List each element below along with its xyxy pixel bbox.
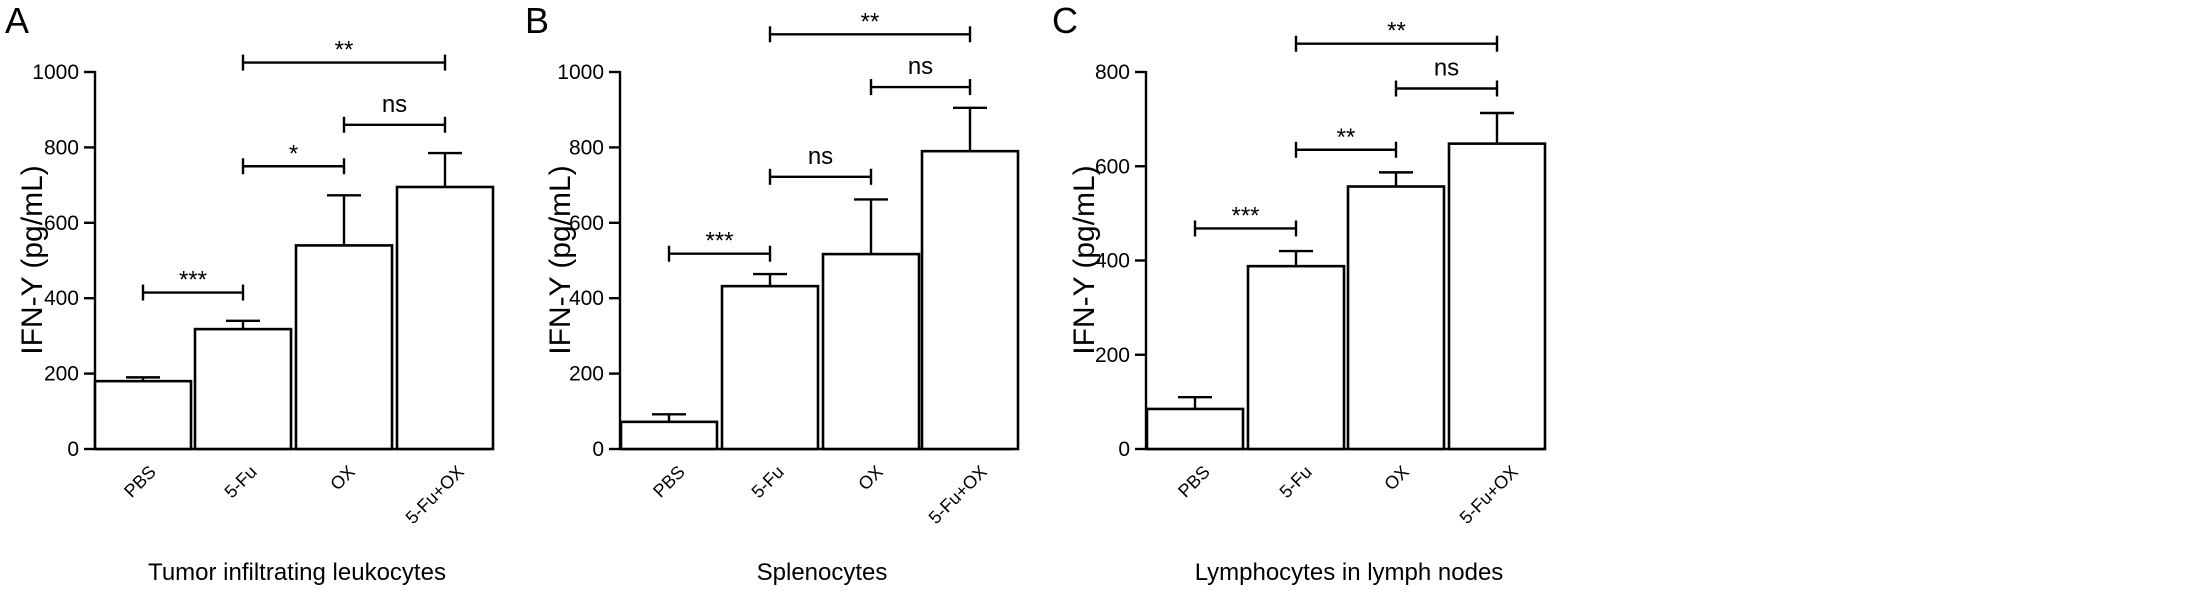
x-tick-label: OX xyxy=(1380,462,1413,495)
significance-bracket: *** xyxy=(1193,202,1298,237)
x-axis-title: Splenocytes xyxy=(757,559,888,586)
significance-bracket: * xyxy=(241,140,346,175)
bar-pbs xyxy=(619,420,719,451)
panel-letter: A xyxy=(5,0,29,41)
bar-5-fu-ox xyxy=(395,185,495,451)
chart-panel-a: A 0 200 400 600 800 1000 IFN-Y (pg/mL) PBS 5-Fu OX… xyxy=(5,0,495,586)
significance-label: ** xyxy=(1387,18,1406,45)
y-axis-title: IFN-Y (pg/mL) xyxy=(16,165,49,354)
significance-bracket: ns xyxy=(869,53,972,96)
significance-label: ns xyxy=(908,53,933,80)
y-tick-label: 1000 xyxy=(32,61,79,84)
significance-label: ns xyxy=(1434,54,1459,81)
significance-bracket: ** xyxy=(768,8,972,43)
significance-label: ns xyxy=(808,143,833,170)
x-tick-label: 5-Fu xyxy=(221,462,261,502)
significance-bracket: ns xyxy=(342,91,447,133)
y-tick-label: 200 xyxy=(1095,344,1130,367)
bar-ox xyxy=(294,244,394,451)
significance-label: ** xyxy=(1337,124,1356,151)
panel-letter: C xyxy=(1052,0,1078,41)
y-tick-label: 0 xyxy=(67,438,79,461)
y-tick-label: 200 xyxy=(44,363,79,386)
y-tick-label: 600 xyxy=(1095,155,1130,178)
y-tick-label: 0 xyxy=(592,438,604,461)
significance-bracket: ns xyxy=(1394,54,1499,97)
y-axis-title: IFN-Y (pg/mL) xyxy=(1068,165,1101,354)
bar-5-fu-ox xyxy=(1447,142,1547,451)
y-tick-label: 800 xyxy=(44,136,79,159)
chart-panel-c: C 0 200 400 600 800 IFN-Y (pg/mL) PBS 5-Fu OX 5-Fu… xyxy=(1052,0,1547,586)
bar-pbs xyxy=(93,379,193,451)
x-tick-label: PBS xyxy=(649,462,689,502)
y-tick-label: 1000 xyxy=(557,61,604,84)
x-axis-title: Lymphocytes in lymph nodes xyxy=(1195,559,1504,586)
x-tick-label: 5-Fu+OX xyxy=(1456,462,1522,528)
x-tick-label: 5-Fu xyxy=(748,462,788,502)
significance-bracket: ** xyxy=(1294,18,1499,52)
y-tick-label: 400 xyxy=(569,287,604,310)
y-tick-label: 400 xyxy=(44,287,79,310)
significance-bracket: ** xyxy=(241,37,447,71)
x-tick-label: OX xyxy=(854,462,887,495)
x-tick-label: 5-Fu xyxy=(1276,462,1316,502)
x-tick-label: 5-Fu+OX xyxy=(925,462,991,528)
bar-5-fu xyxy=(193,327,293,451)
significance-label: ** xyxy=(861,8,880,35)
y-tick-label: 200 xyxy=(569,363,604,386)
y-tick-label: 400 xyxy=(1095,250,1130,273)
y-axis-title: IFN-Y (pg/mL) xyxy=(544,165,577,354)
bar-5-fu-ox xyxy=(920,149,1020,451)
panel-letter: B xyxy=(525,0,549,41)
y-tick-label: 800 xyxy=(1095,61,1130,84)
significance-label: ** xyxy=(335,37,354,64)
significance-bracket: *** xyxy=(141,267,245,301)
x-tick-label: PBS xyxy=(1174,462,1214,502)
x-tick-label: PBS xyxy=(120,462,160,502)
significance-bracket: ns xyxy=(768,143,873,185)
y-tick-label: 0 xyxy=(1118,438,1130,461)
bar-5-fu xyxy=(720,284,820,451)
significance-bracket: *** xyxy=(667,228,772,262)
bar-pbs xyxy=(1145,407,1245,451)
bar-ox xyxy=(1346,185,1446,451)
significance-label: ns xyxy=(382,91,407,118)
x-axis-title: Tumor infiltrating leukocytes xyxy=(148,559,446,586)
x-tick-label: OX xyxy=(326,462,359,495)
significance-bracket: ** xyxy=(1294,124,1398,158)
y-tick-label: 600 xyxy=(44,212,79,235)
significance-label: *** xyxy=(179,267,207,294)
significance-label: * xyxy=(289,140,298,167)
bar-ox xyxy=(821,252,921,451)
chart-panel-b: B 0 200 400 600 800 1000 IFN-Y (pg/mL) PBS 5-Fu OX… xyxy=(525,0,1020,586)
significance-label: *** xyxy=(1231,202,1259,229)
y-tick-label: 600 xyxy=(569,212,604,235)
bar-5-fu xyxy=(1246,264,1346,451)
y-tick-label: 800 xyxy=(569,136,604,159)
significance-label: *** xyxy=(705,228,733,255)
x-tick-label: 5-Fu+OX xyxy=(402,462,468,528)
